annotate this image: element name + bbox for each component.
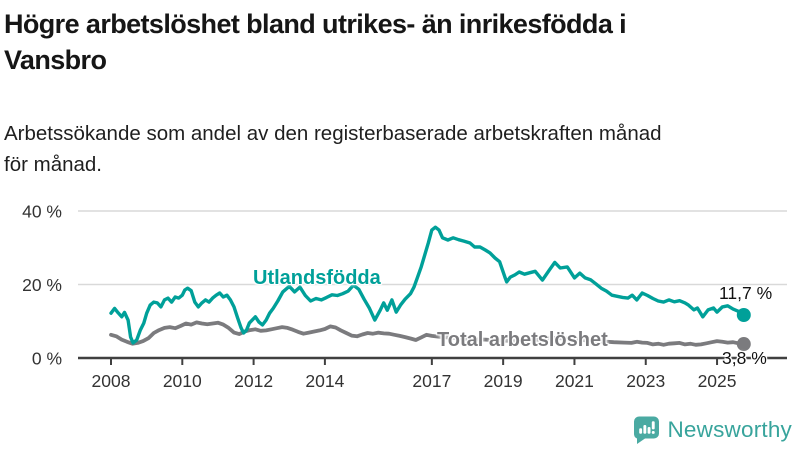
- chart-subtitle-line-2: för månad.: [4, 153, 102, 176]
- x-axis-label-2010: 2010: [163, 371, 202, 391]
- series-label-total-arbetsloshet: Total arbetslöshet: [437, 329, 608, 351]
- x-axis-label-2014: 2014: [305, 371, 344, 391]
- bar-3: [648, 426, 651, 434]
- end-value-label-total: 3,8 %: [722, 348, 767, 368]
- end-dot-total-arbetsl-shet: [736, 337, 751, 352]
- x-axis-label-2021: 2021: [555, 371, 594, 391]
- series-label-utlandsfodda: Utlandsfödda: [253, 267, 381, 289]
- chart-subtitle-line-1: Arbetssökande som andel av den registerb…: [4, 122, 662, 145]
- x-axis-label-2008: 2008: [92, 371, 131, 391]
- x-axis-label-2019: 2019: [484, 371, 523, 391]
- x-axis-label-2012: 2012: [234, 371, 273, 391]
- x-axis-label-2017: 2017: [412, 371, 451, 391]
- end-value-label-utlandsfodda: 11,7 %: [719, 283, 773, 303]
- bar-1: [639, 427, 643, 434]
- brand-name: Newsworthy: [667, 417, 792, 442]
- chart-title-line-2: Vansbro: [4, 45, 107, 75]
- series-line-total-arbetsl-shet: [109, 320, 746, 347]
- x-axis-label-2025: 2025: [698, 371, 737, 391]
- bar-2: [643, 424, 647, 434]
- series-line-utlandsf-dda: [109, 225, 746, 345]
- speech-bubble-shape: [634, 416, 660, 444]
- exclamation-dot: [652, 430, 656, 434]
- chart-subtitle: Arbetssökande som andel av den registerb…: [4, 118, 794, 180]
- y-axis-label-20: 20 %: [22, 275, 62, 295]
- newsworthy-speech-bubble-chart-icon: [634, 416, 660, 444]
- end-dot-utlandsf-dda: [736, 308, 751, 323]
- y-axis-label-40: 40 %: [22, 202, 62, 222]
- x-axis-label-2023: 2023: [626, 371, 665, 391]
- y-axis-label-0: 0 %: [32, 349, 62, 369]
- exclamation-stem: [652, 420, 656, 429]
- chart-title: Högre arbetslöshet bland utrikes- än inr…: [4, 6, 784, 78]
- chart-title-line-1: Högre arbetslöshet bland utrikes- än inr…: [4, 9, 627, 39]
- newsworthy-logo: Newsworthy: [633, 414, 792, 446]
